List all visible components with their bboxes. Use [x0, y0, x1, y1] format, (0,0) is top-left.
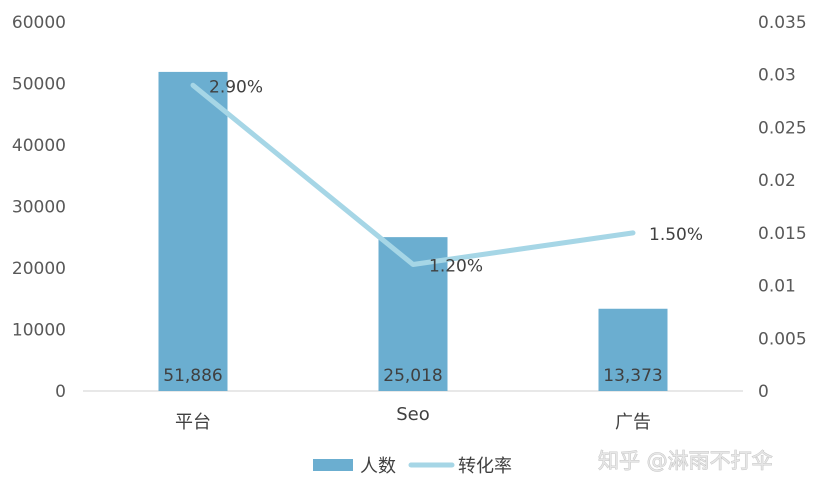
- bar: [158, 71, 228, 392]
- x-axis-categories: 平台 Seo 广告: [175, 404, 651, 433]
- x-axis-category-label: 平台: [175, 412, 211, 433]
- left-axis-tick-label: 10000: [12, 321, 66, 341]
- bar-data-label: 13,373: [603, 366, 662, 386]
- legend: 人数 转化率: [313, 456, 512, 477]
- legend-label-bar: 人数: [360, 456, 396, 477]
- right-axis-tick-label: 0.035: [758, 13, 807, 33]
- left-axis-tick-label: 50000: [12, 75, 66, 95]
- left-axis-tick-label: 60000: [12, 13, 66, 33]
- x-axis-category-label: Seo: [396, 404, 430, 425]
- right-axis-tick-label: 0.025: [758, 118, 807, 138]
- line-data-label: 1.50%: [649, 225, 703, 245]
- right-axis-tick-label: 0.01: [758, 277, 796, 297]
- bar-data-label: 51,886: [163, 366, 222, 386]
- line-series: [190, 82, 636, 267]
- watermark: 知乎 @淋雨不打伞: [598, 449, 773, 473]
- line-data-labels: 2.90% 1.20% 1.50%: [209, 77, 703, 276]
- left-axis-tick-label: 0: [55, 382, 66, 402]
- line-data-label: 2.90%: [209, 77, 263, 97]
- right-axis: 0 0.005 0.01 0.015 0.02 0.025 0.03 0.035: [758, 13, 807, 402]
- left-axis-tick-label: 30000: [12, 198, 66, 218]
- legend-label-line: 转化率: [458, 456, 512, 477]
- right-axis-tick-label: 0.005: [758, 329, 807, 349]
- series-line: [190, 82, 636, 267]
- right-axis-tick-label: 0.015: [758, 224, 807, 244]
- right-axis-tick-label: 0.03: [758, 66, 796, 86]
- legend-swatch-bar: [313, 459, 353, 471]
- line-data-label: 1.20%: [429, 256, 483, 276]
- right-axis-tick-label: 0.02: [758, 171, 796, 191]
- x-axis-category-label: 广告: [615, 412, 651, 433]
- left-axis-tick-label: 40000: [12, 136, 66, 156]
- bar: [598, 308, 668, 391]
- left-axis-tick-label: 20000: [12, 259, 66, 279]
- right-axis-tick-label: 0: [758, 382, 769, 402]
- bar-data-label: 25,018: [383, 366, 442, 386]
- bar-data-labels: 51,886 25,018 13,373: [163, 366, 662, 386]
- left-axis: 0 10000 20000 30000 40000 50000 60000: [12, 13, 66, 402]
